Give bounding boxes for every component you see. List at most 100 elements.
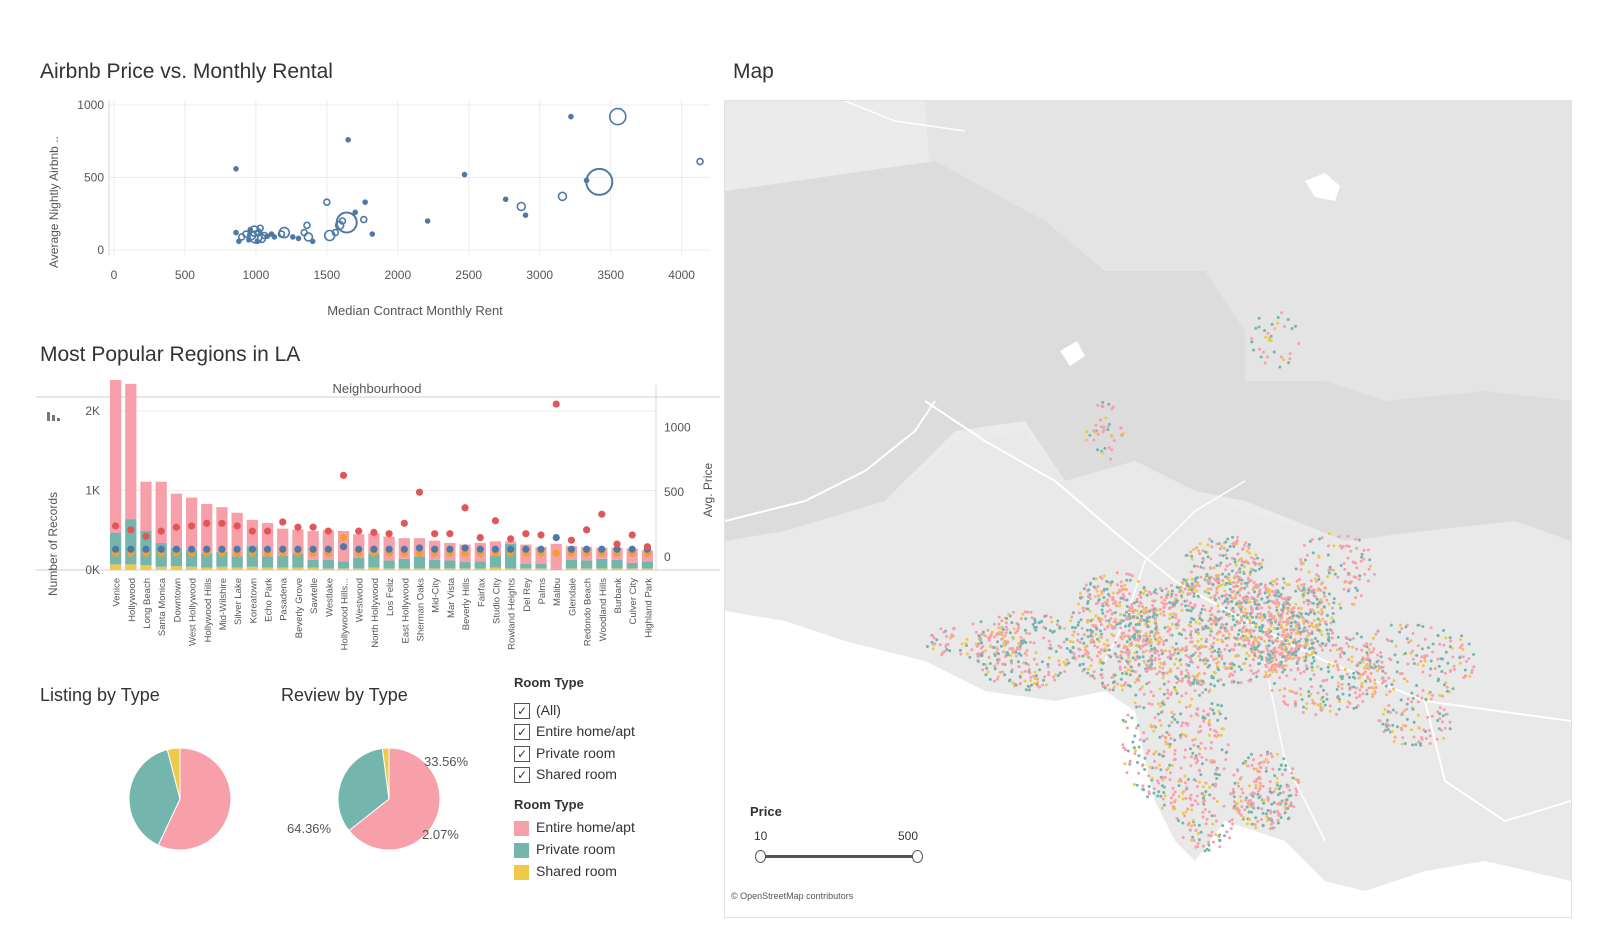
avg-price-dot[interactable]: [537, 531, 545, 539]
pie-slice[interactable]: [337, 748, 390, 832]
scatter-point[interactable]: [335, 211, 358, 234]
avg-price-dot[interactable]: [339, 543, 348, 551]
bar-segment[interactable]: [170, 493, 182, 548]
avg-price-dot[interactable]: [476, 533, 484, 542]
legend-item-private[interactable]: Private room: [514, 841, 615, 861]
avg-price-dot[interactable]: [127, 526, 135, 534]
bar-segment[interactable]: [231, 556, 243, 568]
bar-segment[interactable]: [155, 481, 167, 543]
scatter-point[interactable]: [557, 191, 568, 202]
avg-price-dot[interactable]: [385, 530, 393, 538]
scatter-point[interactable]: [256, 224, 264, 233]
bar-segment[interactable]: [596, 558, 608, 569]
avg-price-dot[interactable]: [522, 545, 530, 553]
bar-segment[interactable]: [307, 531, 319, 560]
pie-slice[interactable]: [128, 748, 181, 846]
bar-segment[interactable]: [170, 547, 182, 567]
avg-price-dot[interactable]: [643, 543, 652, 551]
bar-segment[interactable]: [201, 553, 213, 568]
avg-price-dot[interactable]: [446, 545, 454, 553]
scatter-point[interactable]: [264, 233, 271, 240]
scatter-point[interactable]: [362, 199, 368, 205]
bar-segment[interactable]: [125, 564, 137, 570]
bar-segment[interactable]: [505, 568, 517, 570]
avg-price-dot[interactable]: [355, 527, 363, 535]
bar-segment[interactable]: [581, 560, 593, 569]
scatter-point[interactable]: [323, 198, 331, 206]
bar-segment[interactable]: [398, 568, 410, 570]
pie-slice[interactable]: [157, 748, 232, 851]
sort-icon[interactable]: [47, 412, 60, 421]
filter-option-entire-home[interactable]: ✓ Entire home/apt: [514, 723, 635, 743]
slider-handle-max[interactable]: [912, 850, 923, 863]
scatter-point[interactable]: [233, 166, 239, 172]
avg-price-dot[interactable]: [218, 545, 226, 553]
avg-price-dot[interactable]: [583, 526, 591, 534]
avg-price-dot[interactable]: [598, 510, 606, 518]
avg-price-dot[interactable]: [567, 536, 576, 544]
listing-pie-chart[interactable]: [80, 748, 240, 888]
avg-price-dot[interactable]: [355, 545, 363, 553]
bar-segment[interactable]: [474, 568, 486, 570]
bar-segment[interactable]: [611, 568, 623, 570]
avg-price-dot[interactable]: [552, 400, 560, 408]
scatter-points[interactable]: [233, 107, 704, 245]
bar-segment[interactable]: [413, 568, 426, 570]
bar-segment[interactable]: [231, 567, 243, 570]
scatter-point[interactable]: [568, 113, 574, 120]
avg-price-dot[interactable]: [142, 545, 150, 553]
scatter-point[interactable]: [289, 234, 296, 240]
bar-segment[interactable]: [140, 481, 152, 532]
avg-price-dot[interactable]: [279, 545, 287, 553]
avg-price-dot[interactable]: [461, 544, 469, 552]
bar-segment[interactable]: [611, 559, 623, 569]
bar-segment[interactable]: [292, 567, 304, 570]
scatter-point[interactable]: [345, 136, 351, 143]
scatter-point[interactable]: [338, 217, 347, 225]
checkbox-icon[interactable]: ✓: [514, 724, 530, 741]
checkbox-icon[interactable]: ✓: [514, 703, 530, 720]
avg-price-dot[interactable]: [628, 545, 636, 553]
bar-segment[interactable]: [459, 562, 471, 569]
avg-price-dot[interactable]: [172, 545, 180, 553]
avg-price-dot[interactable]: [370, 545, 378, 553]
bar-segment[interactable]: [277, 567, 289, 570]
scatter-point[interactable]: [242, 230, 250, 238]
avg-price-dot[interactable]: [370, 528, 378, 537]
scatter-point[interactable]: [309, 238, 316, 245]
pie-slice[interactable]: [166, 748, 181, 800]
map-canvas[interactable]: [725, 101, 1571, 917]
scatter-chart[interactable]: 0 500 1000 1500 2000 2500 3000 3500 400005001000…: [30, 95, 730, 345]
avg-price-dot[interactable]: [248, 527, 256, 535]
avg-price-dot[interactable]: [567, 545, 576, 553]
bar-segment[interactable]: [444, 560, 456, 569]
avg-price-dot[interactable]: [476, 545, 484, 553]
bar-segment[interactable]: [109, 564, 122, 570]
avg-price-dot[interactable]: [507, 535, 515, 543]
bar-segment[interactable]: [125, 519, 137, 565]
checkbox-icon[interactable]: ✓: [514, 746, 530, 763]
bar-segment[interactable]: [322, 559, 334, 569]
bar-segment[interactable]: [535, 568, 547, 570]
map-view[interactable]: Price 10 500 © OpenStreetMap contributor…: [724, 100, 1572, 918]
scatter-point[interactable]: [278, 226, 291, 239]
bar-segment[interactable]: [641, 561, 654, 569]
bar-segment[interactable]: [383, 568, 395, 570]
scatter-point[interactable]: [271, 234, 278, 240]
bar-segment[interactable]: [261, 523, 274, 557]
avg-price-dot[interactable]: [294, 545, 302, 553]
bar-segment[interactable]: [216, 551, 228, 567]
avg-price-dot[interactable]: [613, 540, 621, 548]
scatter-point[interactable]: [303, 232, 314, 242]
avg-price-dot[interactable]: [415, 488, 424, 496]
avg-price-dot[interactable]: [400, 545, 408, 553]
bar-segment[interactable]: [277, 555, 289, 568]
bar-segment[interactable]: [368, 553, 380, 568]
avg-price-dot[interactable]: [233, 545, 241, 553]
avg-price-dot[interactable]: [324, 527, 332, 535]
pie-slice[interactable]: [381, 748, 390, 800]
bar-segment[interactable]: [246, 566, 258, 570]
scatter-point[interactable]: [247, 226, 254, 233]
avg-price-dot[interactable]: [431, 545, 439, 553]
avg-price-dot[interactable]: [157, 545, 165, 553]
